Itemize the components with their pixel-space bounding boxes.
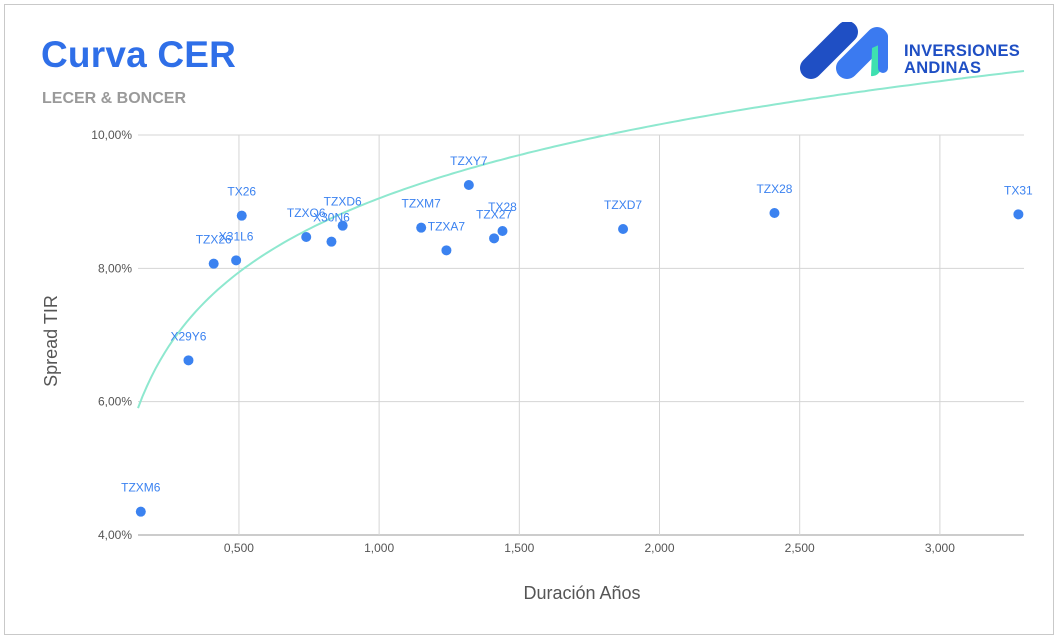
data-point-label: TX26 <box>227 185 256 199</box>
data-point <box>441 245 452 256</box>
data-point-label: TZXD7 <box>604 198 642 212</box>
data-point <box>231 255 242 266</box>
logo-text: INVERSIONES ANDINAS <box>904 43 1020 77</box>
data-point <box>183 355 194 366</box>
chart-card <box>4 4 1054 635</box>
data-point-label: TZXY7 <box>450 154 488 168</box>
data-point-label: X31L6 <box>219 229 254 243</box>
y-axis-ticks: 4,00% 6,00% 8,00% 10,00% <box>91 128 132 542</box>
x-tick-label: 2,000 <box>644 541 674 555</box>
data-point-label: TZXA7 <box>428 219 466 233</box>
y-axis-label: Spread TIR <box>41 295 61 387</box>
data-point-label: TZXO6 <box>287 206 326 220</box>
data-point-label: TZX26 <box>196 233 232 247</box>
x-tick-label: 1,000 <box>364 541 394 555</box>
x-axis-label: Duración Años <box>523 583 640 603</box>
data-point-label: TZXM7 <box>402 197 442 211</box>
x-tick-label: 2,500 <box>785 541 815 555</box>
logo-line-2: ANDINAS <box>904 59 982 77</box>
logo-line-1: INVERSIONES <box>904 42 1021 60</box>
chart-grid <box>138 134 1024 536</box>
data-point-label: TX31 <box>1004 183 1033 197</box>
data-point-label: TZX27 <box>476 207 512 221</box>
data-point <box>1013 209 1024 220</box>
data-point-label: X30N6 <box>313 211 350 225</box>
data-point <box>497 226 508 236</box>
data-point-label: TZX28 <box>756 182 792 196</box>
x-tick-label: 3,000 <box>925 541 955 555</box>
x-tick-label: 1,500 <box>504 541 534 555</box>
y-tick-label: 10,00% <box>91 128 132 142</box>
data-point-label: TZXD6 <box>324 195 362 209</box>
data-points <box>135 180 1024 517</box>
data-point <box>769 208 780 218</box>
data-point <box>463 180 474 190</box>
data-point <box>489 233 500 244</box>
data-point <box>618 224 629 234</box>
data-point-label: X29Y6 <box>170 329 206 343</box>
trendline <box>137 70 1025 409</box>
data-point-label: TX28 <box>488 200 517 214</box>
x-axis-ticks: 0,500 1,000 1,500 2,000 2,500 3,000 <box>224 541 955 555</box>
data-point <box>135 506 146 517</box>
x-tick-label: 0,500 <box>224 541 254 555</box>
y-tick-label: 6,00% <box>98 395 132 409</box>
data-point <box>301 232 312 242</box>
data-point <box>236 210 247 221</box>
logo-mark-icon <box>800 21 888 79</box>
y-tick-label: 8,00% <box>98 261 132 275</box>
inversiones-andinas-logo: INVERSIONES ANDINAS <box>795 21 1030 84</box>
y-tick-label: 4,00% <box>98 528 132 542</box>
data-point-label: TZXM6 <box>121 481 161 495</box>
chart-subtitle: LECER & BONCER <box>42 90 187 107</box>
data-point <box>326 236 337 247</box>
data-point <box>337 220 348 231</box>
data-point <box>416 222 427 233</box>
chart-title: Curva CER <box>41 34 237 75</box>
data-point <box>208 258 219 269</box>
